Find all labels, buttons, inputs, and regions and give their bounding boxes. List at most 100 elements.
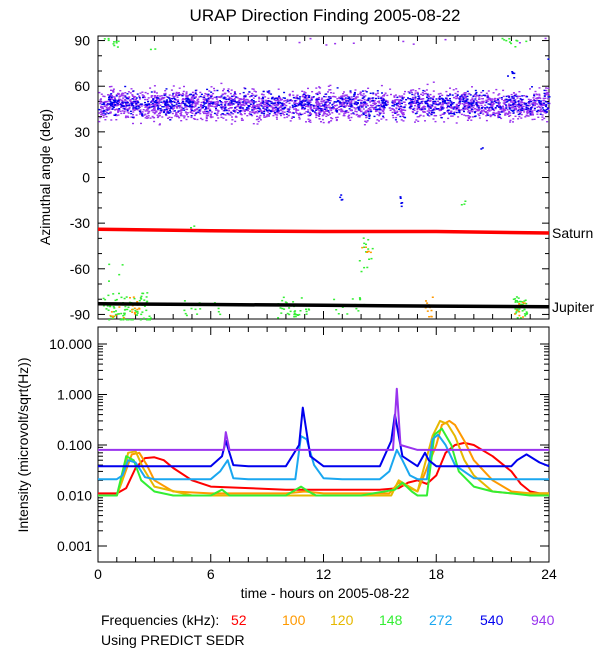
azimuth-point [152, 111, 155, 113]
azimuth-point [304, 100, 307, 102]
azimuth-point [523, 111, 526, 113]
azimuth-point [327, 98, 330, 100]
azimuth-point [186, 97, 189, 100]
azimuth-point [309, 111, 312, 114]
azimuth-point [361, 90, 364, 92]
azimuth-point [237, 100, 240, 103]
azimuth-point [386, 103, 389, 106]
azimuth-point [288, 108, 291, 110]
azimuth-point [394, 101, 397, 104]
azimuth-point [374, 110, 377, 113]
azimuth-point [380, 96, 383, 98]
azimuth-point [539, 113, 542, 115]
azimuth-point [264, 105, 267, 108]
azimuth-point [263, 116, 266, 118]
azimuth-point [160, 99, 163, 101]
azimuth-point [288, 102, 291, 104]
azimuth-point [224, 106, 227, 109]
azimuth-point [382, 115, 385, 117]
azimuth-point [546, 106, 549, 109]
azimuth-point [487, 90, 490, 92]
azimuth-point [142, 317, 145, 320]
chart-title: URAP Direction Finding 2005-08-22 [190, 6, 461, 25]
azimuth-point [363, 242, 366, 245]
azimuth-point [339, 97, 342, 99]
azimuth-point [357, 115, 360, 118]
azimuth-point [519, 109, 522, 111]
azimuth-point [146, 292, 149, 294]
azimuth-point [429, 107, 432, 109]
azimuth-point [154, 99, 157, 102]
azimuth-point [318, 96, 321, 99]
azimuth-point [383, 106, 385, 108]
azimuth-point [349, 119, 352, 121]
azimuth-point [349, 106, 352, 108]
azimuth-point [520, 100, 523, 102]
azimuth-point [355, 111, 358, 113]
azimuth-point [99, 116, 102, 119]
azimuth-point [492, 112, 495, 114]
azimuth-point [291, 116, 294, 118]
azimuth-point [360, 114, 363, 116]
azimuth-point [225, 119, 228, 121]
azimuth-point [463, 101, 466, 103]
azimuth-point [294, 100, 297, 102]
azimuth-point [356, 101, 359, 104]
azimuth-point [266, 110, 268, 112]
azimuth-point [273, 107, 276, 110]
azimuth-point [306, 97, 309, 99]
azimuth-point [359, 91, 362, 93]
azimuth-point [547, 92, 550, 94]
azimuth-point [276, 104, 279, 107]
azimuth-point [200, 107, 203, 109]
azimuth-point [280, 312, 283, 314]
azimuth-point [329, 84, 332, 87]
azimuth-point [466, 98, 469, 100]
azimuth-point [304, 96, 307, 99]
azimuth-point [460, 204, 463, 206]
azimuth-point [444, 102, 447, 104]
azimuth-point [333, 298, 336, 301]
azimuth-point [125, 296, 128, 298]
azimuth-point [120, 312, 123, 315]
azimuth-point [464, 104, 467, 107]
azimuth-point [170, 102, 173, 105]
azimuth-point [467, 109, 470, 112]
azimuth-point [296, 102, 298, 105]
azimuth-point [455, 88, 458, 90]
azimuth-point [485, 99, 488, 102]
azimuth-point [191, 97, 194, 99]
azimuth-point [276, 118, 278, 120]
azimuth-point [512, 106, 515, 108]
azimuth-point [253, 112, 256, 115]
azimuth-point [338, 113, 341, 115]
azimuth-point [547, 87, 550, 89]
azimuth-point [133, 313, 136, 315]
azimuth-point [220, 104, 223, 106]
azimuth-point [472, 95, 475, 97]
azimuth-point [353, 97, 355, 100]
azimuth-point [108, 107, 111, 109]
azimuth-point [148, 315, 151, 317]
azimuth-point [125, 104, 128, 107]
azimuth-point [372, 92, 375, 94]
azimuth-point [111, 315, 114, 317]
azimuth-point [380, 84, 383, 87]
azimuth-point [180, 106, 183, 109]
azimuth-point [481, 98, 484, 100]
azimuth-point [258, 110, 260, 113]
azimuth-point [190, 307, 193, 310]
azimuth-point [510, 106, 513, 108]
azimuth-point [490, 103, 493, 105]
azimuth-point [221, 102, 224, 104]
azimuth-point [482, 101, 485, 104]
azimuth-point [169, 111, 172, 113]
azimuth-point [330, 107, 333, 109]
azimuth-point [367, 87, 370, 89]
azimuth-point [266, 113, 269, 116]
azimuth-point [332, 107, 335, 110]
azimuth-point [296, 112, 299, 115]
azimuth-point [303, 91, 306, 93]
azimuth-point [197, 101, 200, 103]
